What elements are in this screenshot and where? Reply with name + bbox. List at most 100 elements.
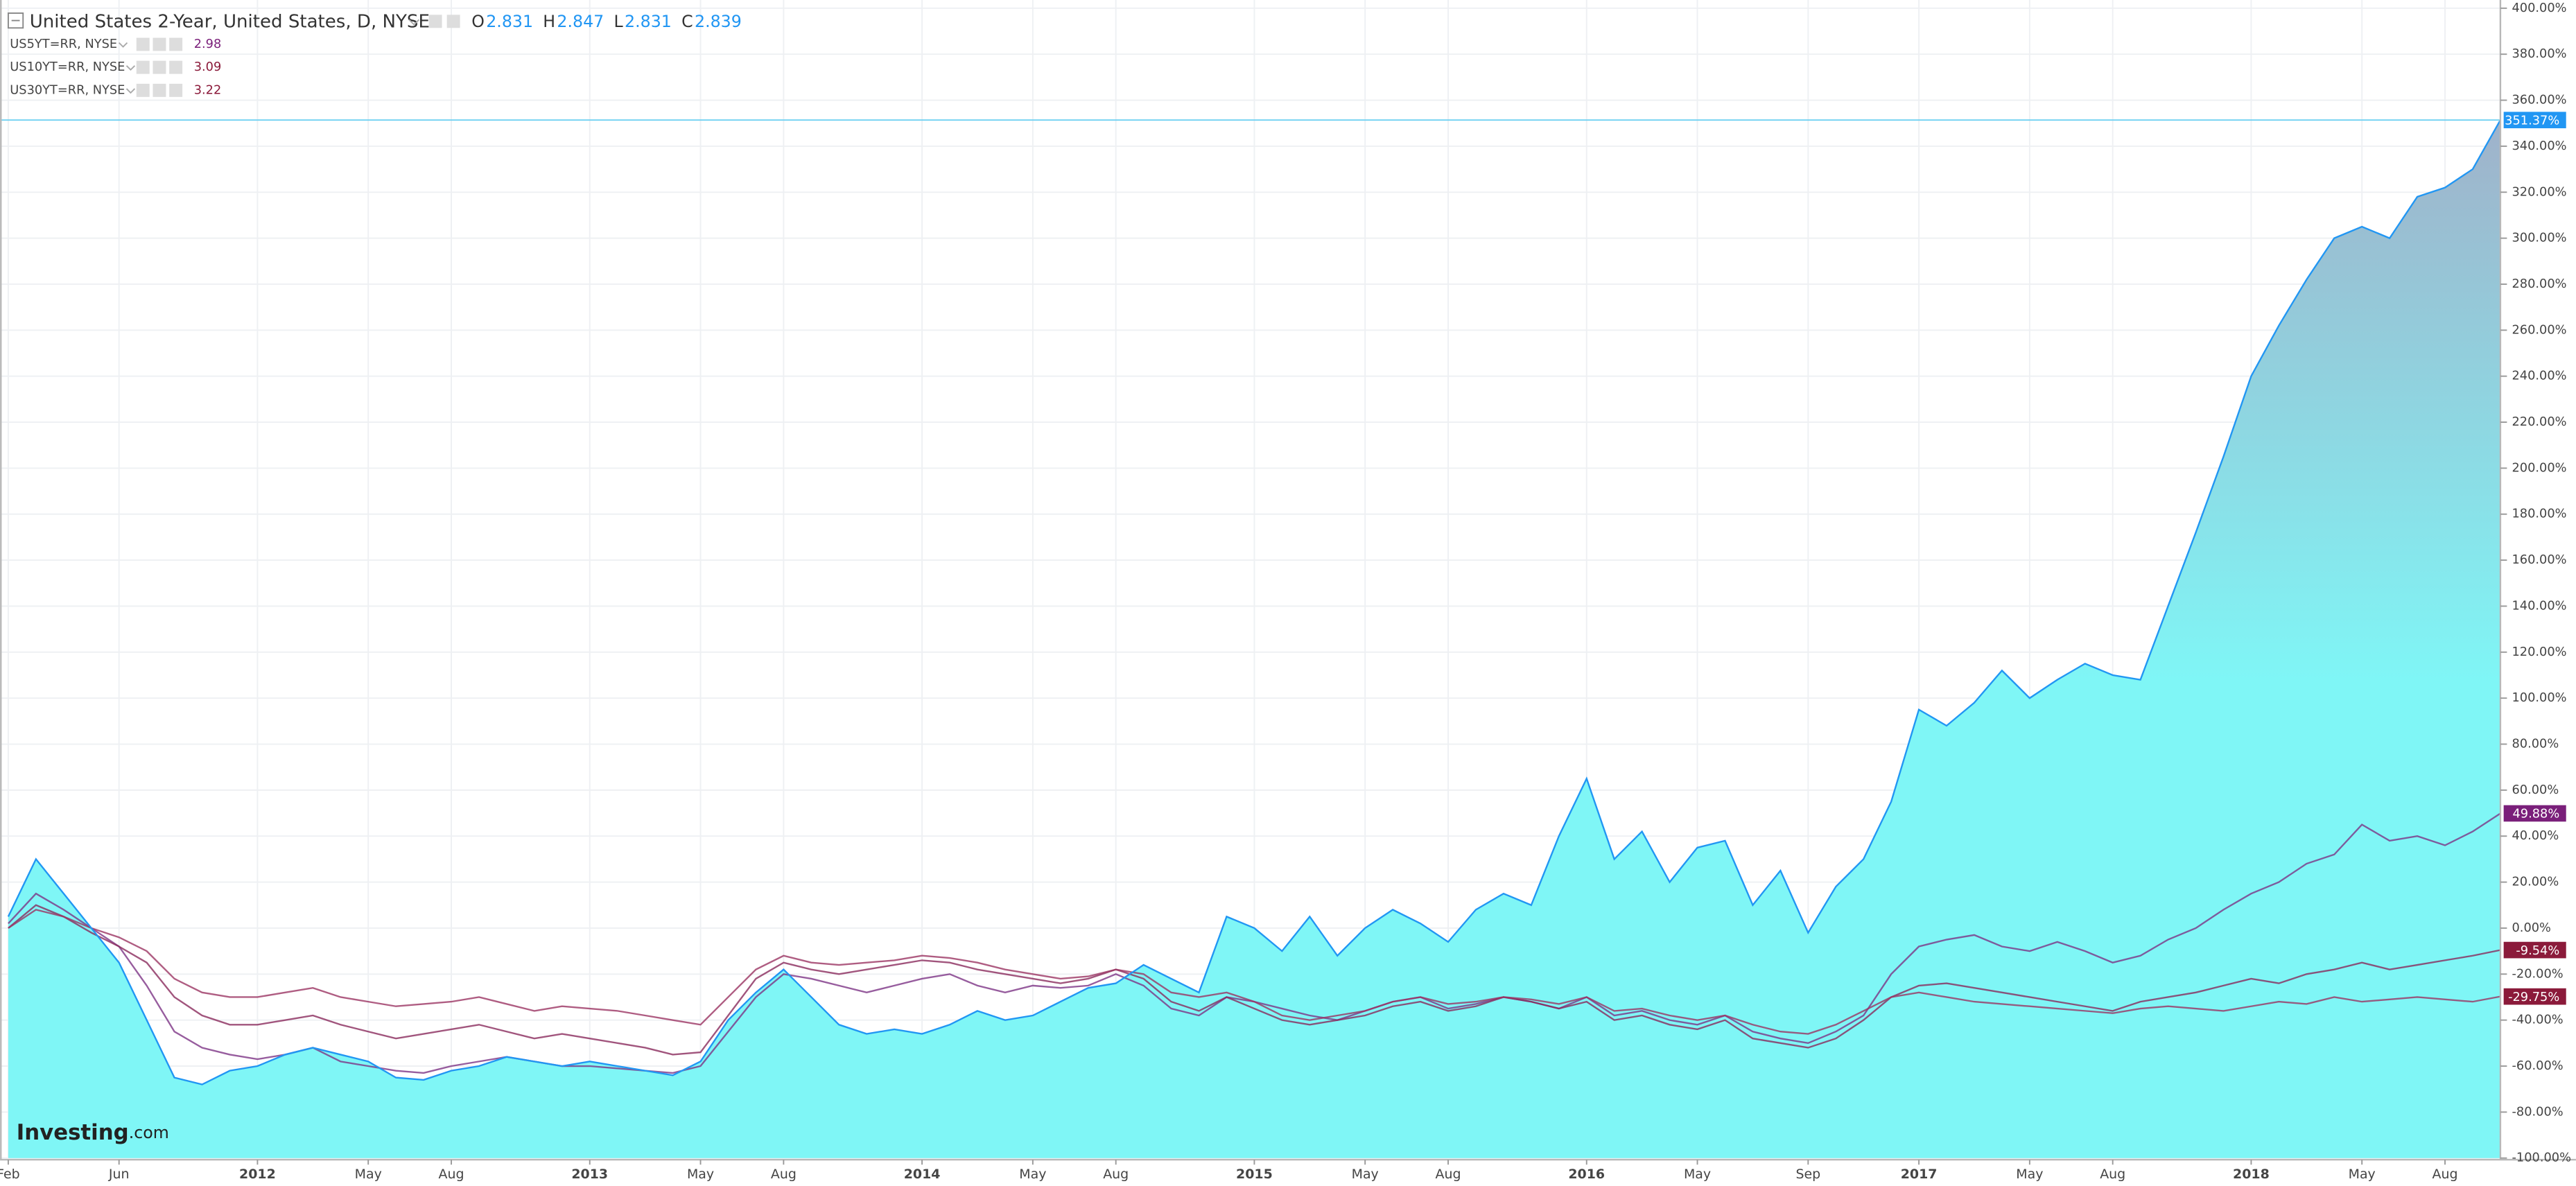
last-value-label: 49.88% — [2512, 808, 2559, 821]
x-tick-label: 2012 — [239, 1167, 276, 1182]
legend: United States 2-Year, United States, D, … — [7, 11, 742, 97]
last-value-label: -9.54% — [2516, 944, 2559, 958]
x-tick-label: Jun — [108, 1167, 130, 1182]
compare-line — [8, 909, 2501, 1035]
y-tick-label: 320.00% — [2512, 185, 2567, 199]
watermark: Investing.com — [17, 1120, 169, 1145]
x-tick-label: 2013 — [571, 1167, 608, 1182]
legend-icon[interactable] — [153, 83, 166, 97]
y-tick-label: 60.00% — [2512, 783, 2559, 797]
last-value-badge — [2503, 112, 2566, 129]
y-tick-label: 220.00% — [2512, 415, 2567, 429]
y-tick-label: 180.00% — [2512, 507, 2567, 521]
last-value-badge — [2503, 988, 2566, 1005]
y-tick-label: 280.00% — [2512, 277, 2567, 291]
ohlc-value: 2.831 — [625, 11, 672, 30]
legend-name: US5YT=RR, NYSE — [10, 37, 117, 51]
x-tick-label: May — [1019, 1167, 1046, 1182]
y-tick-label: 200.00% — [2512, 461, 2567, 475]
legend-dropdown[interactable] — [125, 88, 136, 94]
x-tick-label: May — [1684, 1167, 1711, 1182]
ohlc-values: O 2.831 H 2.847 L 2.831 C 2.839 — [471, 11, 742, 30]
y-tick-label: -80.00% — [2512, 1105, 2564, 1119]
area — [8, 120, 2500, 1158]
y-tick-label: 340.00% — [2512, 139, 2567, 153]
x-tick-label: Aug — [771, 1167, 797, 1182]
last-value-badge — [2503, 941, 2566, 959]
x-tick-label: May — [2016, 1167, 2043, 1182]
y-tick-label: 240.00% — [2512, 369, 2567, 383]
plot — [0, 119, 2501, 1158]
x-tick-label: Aug — [2100, 1167, 2125, 1182]
ohlc-key: L — [613, 11, 623, 30]
legend-dropdown[interactable] — [118, 42, 128, 48]
ohlc-value: 2.839 — [695, 11, 742, 30]
ohlc-value: 2.847 — [557, 11, 604, 30]
x-tick-label: 2018 — [2233, 1167, 2270, 1182]
y-tick-label: 400.00% — [2512, 1, 2567, 15]
watermark-brand: Investing — [17, 1120, 129, 1145]
chart-title: United States 2-Year, United States, D, … — [30, 11, 430, 32]
legend-icon[interactable] — [153, 37, 166, 51]
collapse-button[interactable] — [7, 12, 24, 29]
legend-icon[interactable] — [136, 83, 150, 97]
legend-price: 2.98 — [194, 37, 222, 51]
legend-icon[interactable] — [153, 60, 166, 74]
dropdown-icon[interactable] — [408, 19, 420, 26]
x-tick-label: 2014 — [904, 1167, 941, 1182]
legend-name: US30YT=RR, NYSE — [10, 83, 125, 97]
x-tick-label: Aug — [1436, 1167, 1461, 1182]
y-tick-label: 260.00% — [2512, 323, 2567, 337]
legend-icon[interactable] — [136, 37, 150, 51]
y-tick-label: 360.00% — [2512, 94, 2567, 107]
legend-icon[interactable] — [136, 60, 150, 74]
x-tick-label: May — [355, 1167, 382, 1182]
y-tick-label: -100.00% — [2512, 1151, 2571, 1165]
compare-line — [8, 904, 2501, 1056]
legend-price: 3.22 — [194, 83, 222, 97]
x-tick-label: May — [1352, 1167, 1379, 1182]
ohlc-key: C — [681, 11, 693, 30]
x-tick-label: 2016 — [1568, 1167, 1605, 1182]
y-tick-label: -60.00% — [2512, 1059, 2564, 1073]
x-tick-label: Aug — [439, 1167, 464, 1182]
watermark-text: Investing.com — [17, 1120, 169, 1145]
x-tick-label: May — [2349, 1167, 2376, 1182]
remove-icon[interactable] — [446, 15, 460, 28]
x-tick-label: Aug — [2433, 1167, 2458, 1182]
legend-name: US10YT=RR, NYSE — [10, 60, 125, 74]
y-tick-label: -40.00% — [2512, 1013, 2564, 1027]
y-tick-label: 40.00% — [2512, 829, 2559, 843]
y-tick-label: 80.00% — [2512, 738, 2559, 751]
legend-icon[interactable] — [169, 83, 183, 97]
x-tick-label: 2015 — [1236, 1167, 1273, 1182]
ohlc-value: 2.831 — [486, 11, 533, 30]
legend-price: 3.09 — [194, 60, 222, 74]
y-tick-label: 20.00% — [2512, 875, 2559, 889]
x-tick-label: 2017 — [1901, 1167, 1938, 1182]
y-tick-label: -20.00% — [2512, 967, 2564, 981]
y-tick-label: 380.00% — [2512, 47, 2567, 61]
last-value-label: -29.75% — [2508, 991, 2559, 1004]
legend-icon[interactable] — [169, 37, 183, 51]
ohlc-key: H — [543, 11, 555, 30]
x-tick-label: Feb — [0, 1167, 20, 1182]
y-tick-label: 100.00% — [2512, 691, 2567, 705]
y-tick-label: 120.00% — [2512, 645, 2567, 659]
x-tick-label: Sep — [1795, 1167, 1820, 1182]
ohlc-key: O — [471, 11, 485, 30]
y-tick-label: 140.00% — [2512, 599, 2567, 613]
settings-icon[interactable] — [428, 15, 442, 28]
y-tick-label: 160.00% — [2512, 553, 2567, 567]
x-tick-label: Aug — [1103, 1167, 1129, 1182]
y-tick-label: 300.00% — [2512, 232, 2567, 245]
line — [7, 119, 2501, 1085]
legend-icon[interactable] — [169, 60, 183, 74]
legend-dropdown[interactable] — [125, 65, 136, 71]
y-tick-label: 0.00% — [2512, 921, 2551, 935]
watermark-suffix: .com — [129, 1123, 169, 1142]
last-value-badge — [2503, 805, 2566, 822]
